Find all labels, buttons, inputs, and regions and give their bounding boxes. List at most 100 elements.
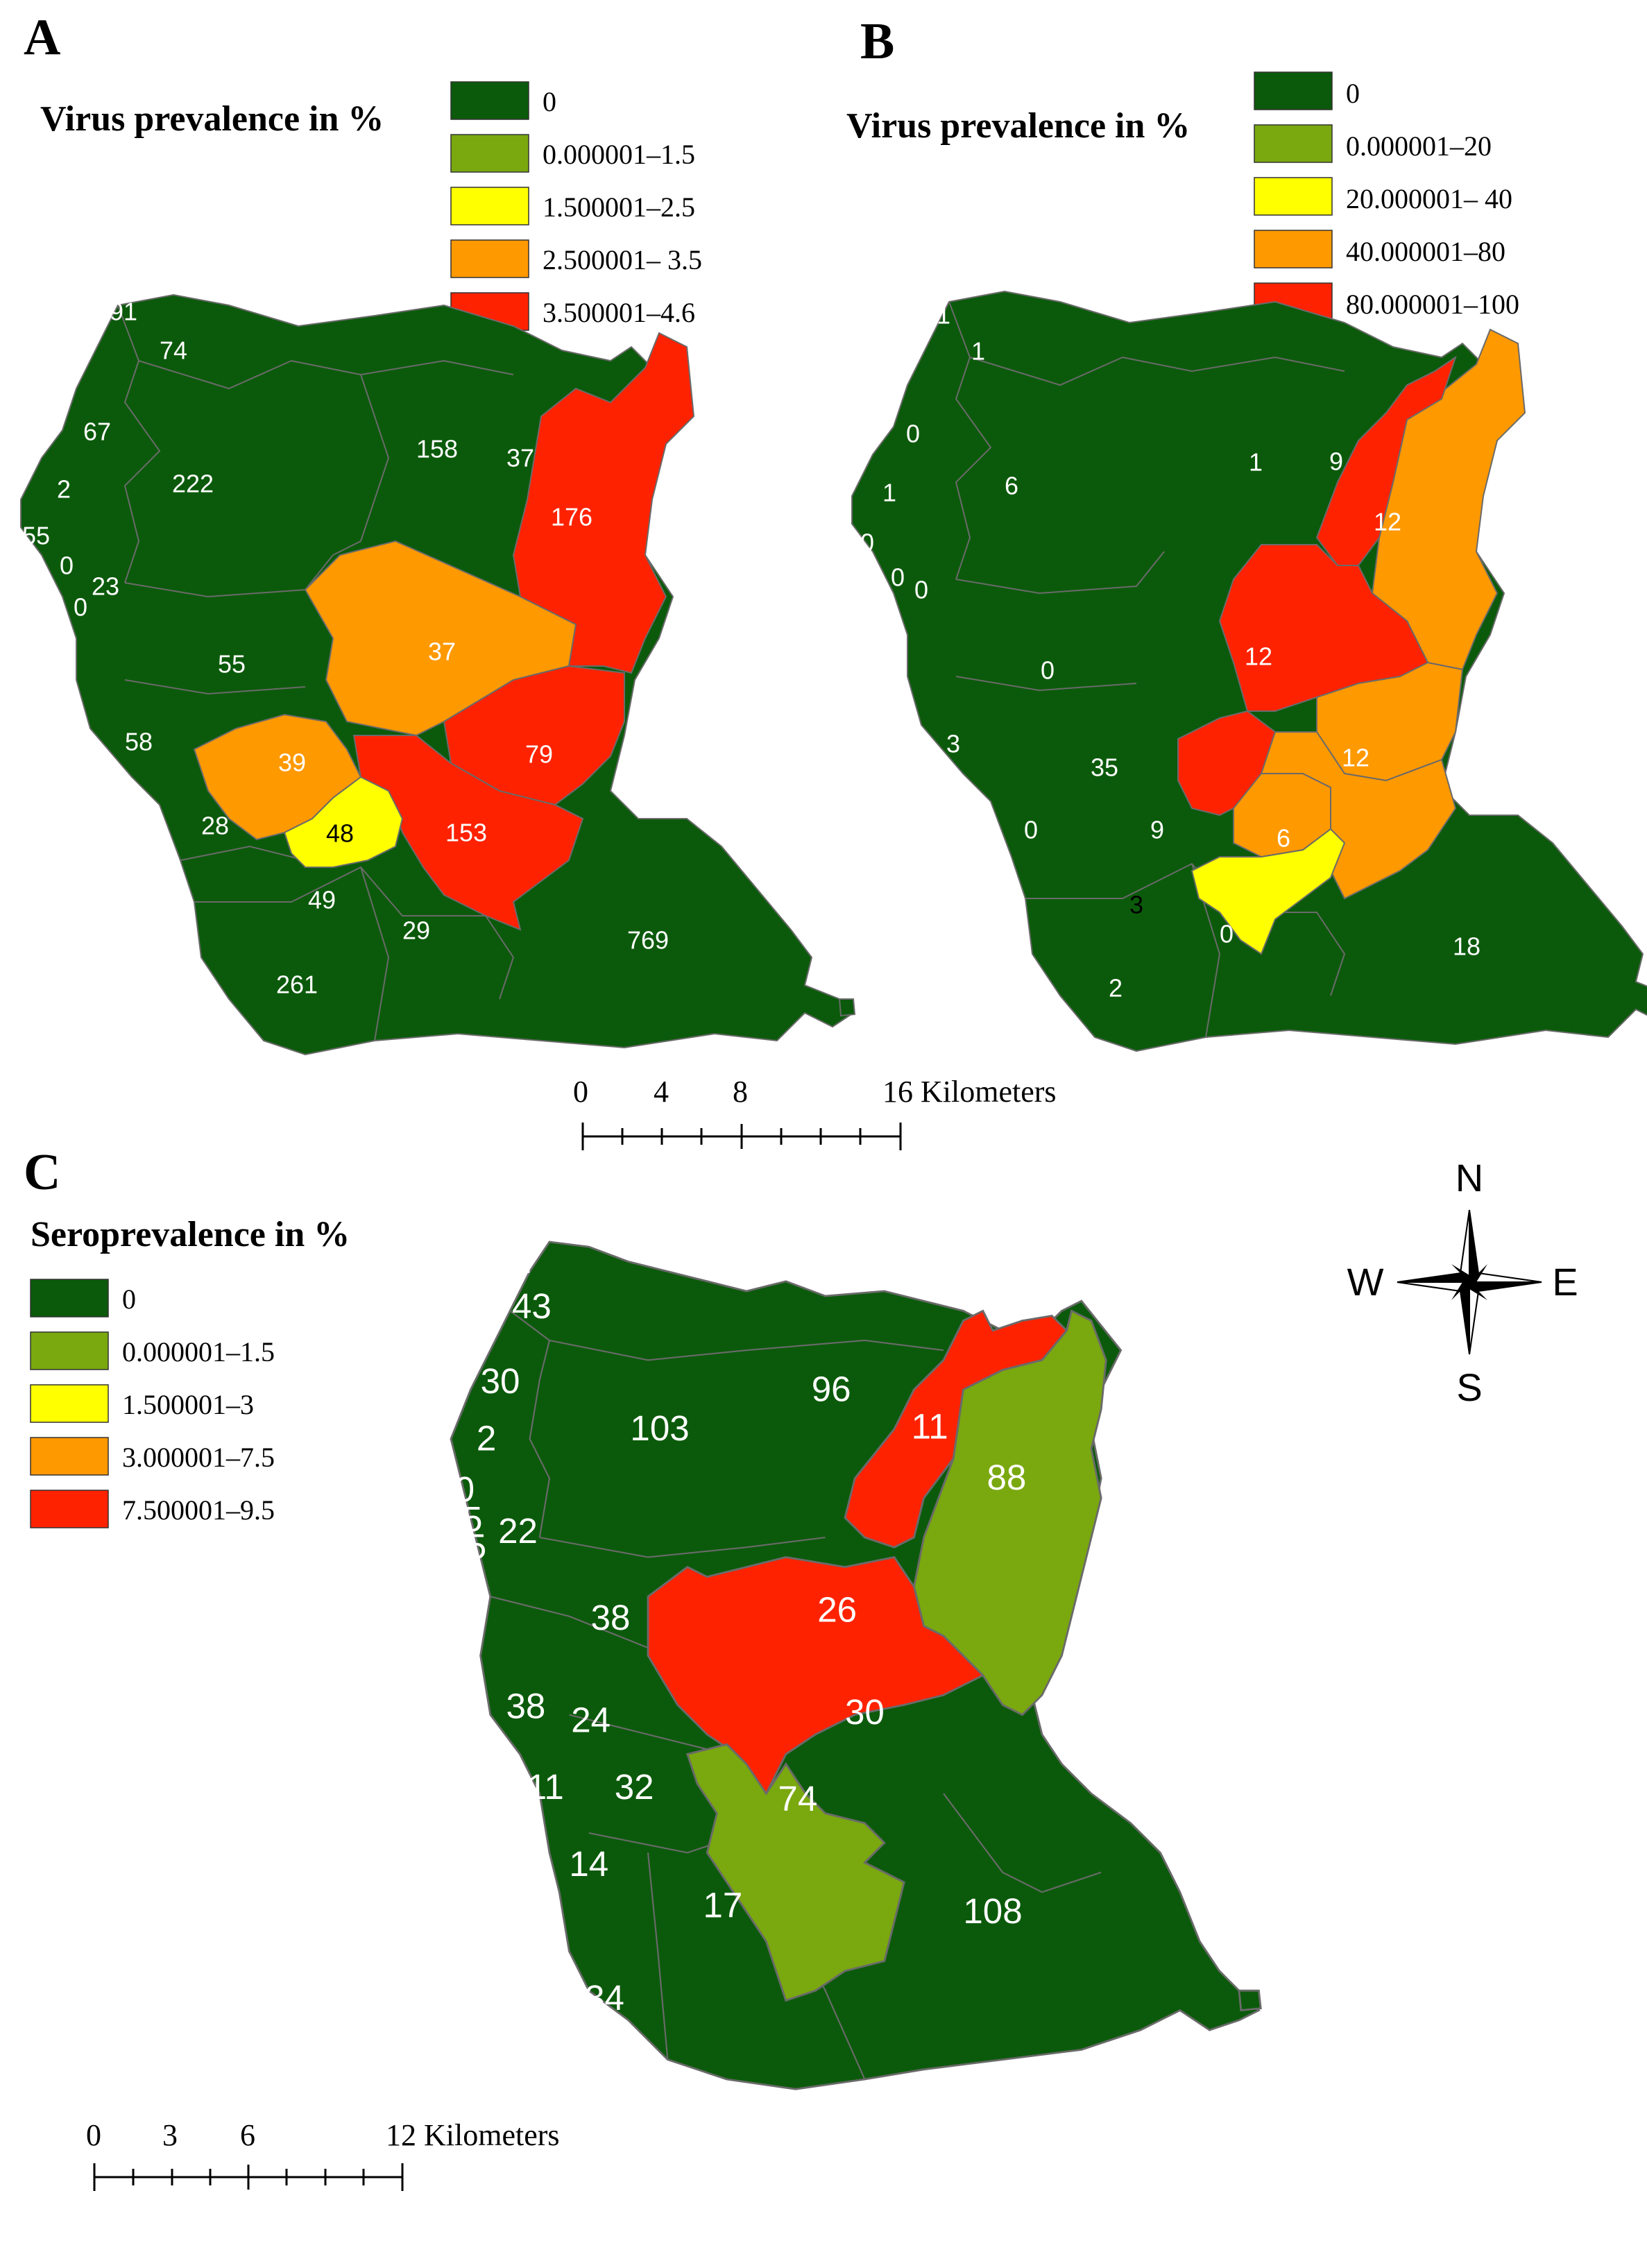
legend-label-1: 0.000001–1.5 xyxy=(543,139,695,170)
region-label: 158 xyxy=(416,435,458,463)
panel-a-legend-title: Virus prevalence in % xyxy=(40,99,384,139)
panel-a: A Virus prevalence in % 0 0.000001–1.5 1… xyxy=(20,9,856,1056)
scale-bar-bottom: 0 3 6 12 Kilometers xyxy=(86,2118,560,2191)
region-label: 1 xyxy=(1249,448,1263,477)
region-label: 0 xyxy=(1024,816,1038,844)
compass-west: W xyxy=(1347,1260,1384,1304)
region-label: 38 xyxy=(506,1687,545,1726)
legend-swatch-0 xyxy=(1254,71,1333,110)
panel-b-region-labels: 1 1 0 1 0 0 0 6 1 9 12 0 12 3 35 12 0 9 … xyxy=(860,301,1480,1003)
legend-label-0: 0 xyxy=(1346,78,1360,109)
region-label: 2 xyxy=(57,475,71,504)
region-label: 11 xyxy=(527,1767,564,1807)
panel-b-map: 1 1 0 1 0 0 0 6 1 9 12 0 12 3 35 12 0 9 … xyxy=(851,290,1647,1052)
legend-swatch-1 xyxy=(450,134,529,173)
map-b-region-3-yellow xyxy=(1191,828,1346,955)
scale-tick-label: 12 Kilometers xyxy=(386,2118,560,2152)
region-label: 67 xyxy=(83,418,111,446)
panel-a-region-labels: 91 74 67 2 55 0 23 0 222 158 37 176 55 3… xyxy=(22,298,669,999)
region-label: 153 xyxy=(445,819,487,847)
region-label: 37 xyxy=(428,638,456,666)
legend-label-0: 0 xyxy=(122,1284,136,1315)
region-label: 0 xyxy=(906,420,920,448)
region-label: 30 xyxy=(481,1361,520,1401)
region-label: 38 xyxy=(591,1598,631,1637)
region-label: 0 xyxy=(891,563,905,592)
panel-c-letter: C xyxy=(24,1144,60,1201)
panel-c-legend-title: Seroprevalence in % xyxy=(31,1215,350,1254)
region-label: 14 xyxy=(569,1844,608,1884)
region-label: 49 xyxy=(308,886,336,914)
region-label: 48 xyxy=(326,819,354,848)
panel-c-region-labels: 47 43 30 2 0 0 5 5 22 103 96 11 88 38 26… xyxy=(441,1241,1027,2018)
map-a-region-48 xyxy=(283,776,404,868)
legend-swatch-2 xyxy=(1254,177,1333,216)
region-label: 134 xyxy=(565,1978,624,2018)
legend-label-2: 20.000001– 40 xyxy=(1346,183,1512,214)
region-label: 769 xyxy=(627,926,669,955)
region-label: 108 xyxy=(963,1891,1022,1931)
map-c-region-74 xyxy=(685,1743,905,2002)
region-label: 37 xyxy=(506,444,534,472)
panel-b: B Virus prevalence in % 0 0.000001–20 20… xyxy=(846,13,1647,1052)
region-label: 12 xyxy=(1342,744,1369,772)
scale-tick-label: 8 xyxy=(733,1075,748,1109)
legend-swatch-4 xyxy=(30,1490,109,1528)
region-label: 18 xyxy=(1453,932,1480,961)
region-label: 22 xyxy=(498,1511,538,1551)
region-label: 0 xyxy=(60,552,74,580)
legend-label-3: 40.000001–80 xyxy=(1346,236,1505,267)
legend-swatch-2 xyxy=(30,1384,109,1423)
panel-c-map: 47 43 30 2 0 0 5 5 22 103 96 11 88 38 26… xyxy=(441,1240,1262,2090)
legend-label-3: 3.000001–7.5 xyxy=(122,1442,275,1473)
region-label: 9 xyxy=(1150,816,1164,844)
legend-swatch-0 xyxy=(450,81,529,120)
region-label: 176 xyxy=(551,503,592,531)
region-label: 5 xyxy=(467,1527,486,1567)
region-label: 12 xyxy=(1374,508,1401,536)
region-label: 32 xyxy=(615,1767,654,1807)
region-label: 0 xyxy=(914,576,928,604)
scale-tick-label: 4 xyxy=(654,1075,669,1109)
panel-a-letter: A xyxy=(24,9,60,66)
legend-label-2: 1.500001–3 xyxy=(122,1389,254,1420)
legend-swatch-3 xyxy=(450,239,529,278)
region-label: 5 xyxy=(463,1499,482,1539)
region-label: 3 xyxy=(946,730,960,758)
region-label: 222 xyxy=(172,470,214,498)
region-label: 47 xyxy=(500,1241,540,1281)
map-b-region-6 xyxy=(1260,731,1457,900)
panel-b-legend: 0 0.000001–20 20.000001– 40 40.000001–80… xyxy=(1254,71,1519,321)
region-label: 74 xyxy=(160,336,187,365)
region-label: 6 xyxy=(1277,824,1290,853)
legend-label-4: 7.500001–9.5 xyxy=(122,1494,275,1526)
legend-swatch-2 xyxy=(450,187,529,225)
scale-tick-label: 16 Kilometers xyxy=(882,1075,1057,1109)
scale-tick-label: 3 xyxy=(162,2118,178,2152)
region-label: 74 xyxy=(778,1779,817,1818)
region-label: 79 xyxy=(525,740,553,769)
region-label: 0 xyxy=(1220,920,1234,948)
legend-swatch-3 xyxy=(1254,230,1333,268)
region-label: 0 xyxy=(441,1469,461,1509)
map-a-region-176 xyxy=(512,332,695,674)
compass-north: N xyxy=(1456,1156,1483,1200)
region-label: 0 xyxy=(860,529,874,557)
scale-tick-label: 0 xyxy=(573,1075,588,1109)
region-label: 6 xyxy=(1005,472,1018,500)
scale-tick-label: 6 xyxy=(240,2118,255,2152)
compass-east: E xyxy=(1552,1260,1578,1304)
region-label: 26 xyxy=(817,1589,857,1629)
panel-b-legend-title: Virus prevalence in % xyxy=(846,106,1190,146)
region-label: 1 xyxy=(971,337,985,366)
region-label: 1 xyxy=(937,301,950,330)
region-label: 103 xyxy=(630,1408,689,1448)
region-label: 0 xyxy=(74,593,87,622)
region-label: 261 xyxy=(276,971,318,999)
legend-swatch-1 xyxy=(1254,124,1333,163)
legend-label-1: 0.000001–20 xyxy=(1346,130,1492,162)
legend-swatch-0 xyxy=(30,1279,109,1318)
legend-label-3: 2.500001– 3.5 xyxy=(543,244,702,275)
region-label: 9 xyxy=(1329,447,1343,476)
